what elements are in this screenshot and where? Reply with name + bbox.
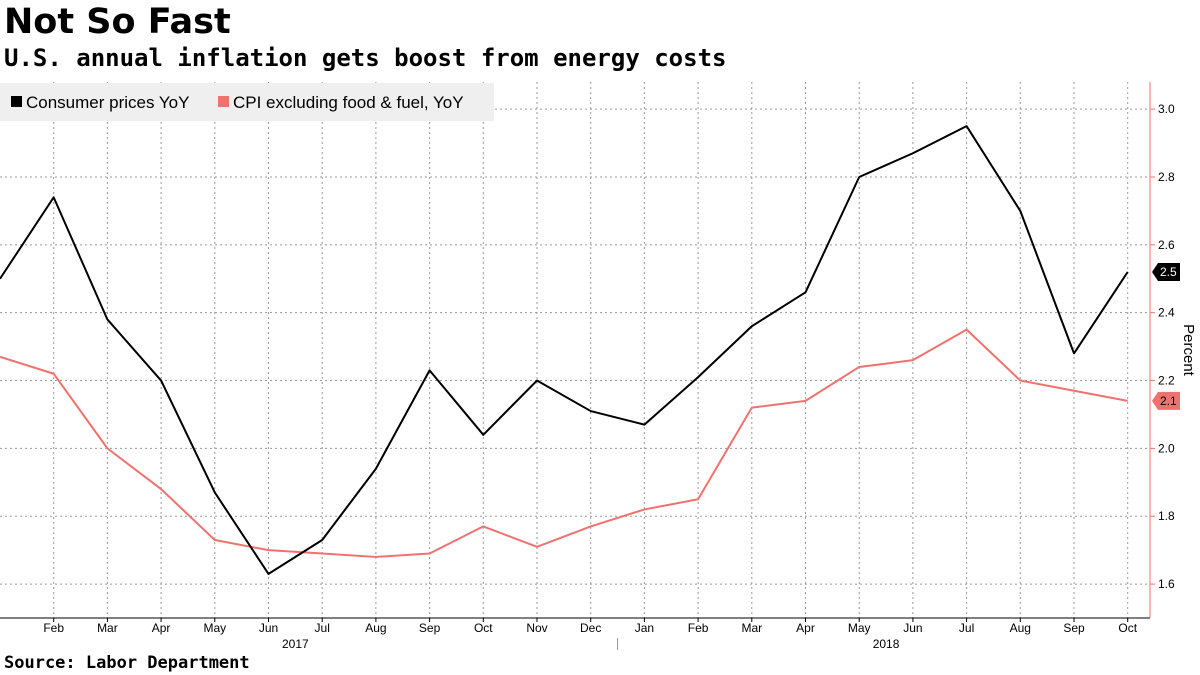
x-tick-label: Jun [903, 621, 922, 635]
y-tick-label: 1.6 [1158, 577, 1175, 591]
legend-label-core-cpi: CPI excluding food & fuel, YoY [233, 93, 464, 112]
badge-shape [1152, 391, 1180, 410]
x-tick-label: May [848, 621, 871, 635]
y-tick-label: 2.4 [1158, 306, 1175, 320]
y-tick-label: 2.2 [1158, 374, 1175, 388]
series-line-consumer-prices [0, 125, 1129, 575]
y-tick-label: 1.8 [1158, 509, 1175, 523]
x-tick-label: Jul [315, 621, 330, 635]
legend-background [0, 83, 494, 121]
y-tick-label: 2.6 [1158, 238, 1175, 252]
x-tick-label: Feb [688, 621, 709, 635]
x-tick-label: Sep [1063, 621, 1085, 635]
y-tick-label: 2.0 [1158, 441, 1175, 455]
x-tick-label: Mar [97, 621, 118, 635]
x-tick-label: Jul [959, 621, 974, 635]
axes [0, 82, 1151, 619]
x-tick-label: Aug [1010, 621, 1031, 635]
x-tick-label: Jun [259, 621, 278, 635]
series-line-core-cpi [0, 328, 1128, 558]
x-tick-label: Apr [796, 621, 815, 635]
x-tick-label: Apr [152, 621, 171, 635]
legend-swatch-consumer-prices [11, 96, 22, 107]
badge-label: 2.5 [1160, 265, 1177, 279]
x-axis-ticks: Feb Mar Apr May Jun Jul Aug Sep Oct Nov Dec Jan Feb M… [43, 618, 1138, 651]
last-value-badges: 2.5 2.1 [1152, 262, 1180, 410]
badge-label: 2.1 [1160, 394, 1177, 408]
x-tick-label: Aug [365, 621, 386, 635]
x-tick-label: Sep [419, 621, 441, 635]
y-tick-label: 2.8 [1158, 170, 1175, 184]
grid-lines [0, 82, 1150, 618]
badge-core-cpi: 2.1 [1152, 391, 1180, 410]
x-tick-label: Dec [580, 621, 601, 635]
x-tick-label: Oct [474, 621, 493, 635]
source-note: Source: Labor Department [4, 653, 250, 673]
legend-swatch-core-cpi [218, 96, 229, 107]
year-label: 2018 [873, 637, 900, 651]
legend-label-consumer-prices: Consumer prices YoY [26, 93, 189, 112]
y-axis-label: Percent [1180, 324, 1197, 377]
x-tick-label: Oct [1118, 621, 1137, 635]
x-tick-label: May [203, 621, 226, 635]
chart-subtitle: U.S. annual inflation gets boost from en… [4, 44, 727, 72]
x-tick-label: Feb [43, 621, 64, 635]
x-tick-label: Nov [526, 621, 547, 635]
chart-title: Not So Fast [4, 2, 231, 42]
badge-shape [1152, 262, 1180, 281]
y-tick-label: 3.0 [1158, 102, 1175, 116]
year-label: 2017 [282, 637, 309, 651]
x-tick-label: Jan [635, 621, 654, 635]
series-lines [0, 125, 1129, 575]
x-tick-label: Mar [741, 621, 762, 635]
badge-consumer-prices: 2.5 [1152, 262, 1180, 281]
legend: Consumer prices YoY CPI excluding food & … [0, 83, 494, 121]
y-axis-ticks: 1.6 1.8 2.0 2.2 2.4 2.6 2.8 3.0 [1150, 102, 1175, 591]
